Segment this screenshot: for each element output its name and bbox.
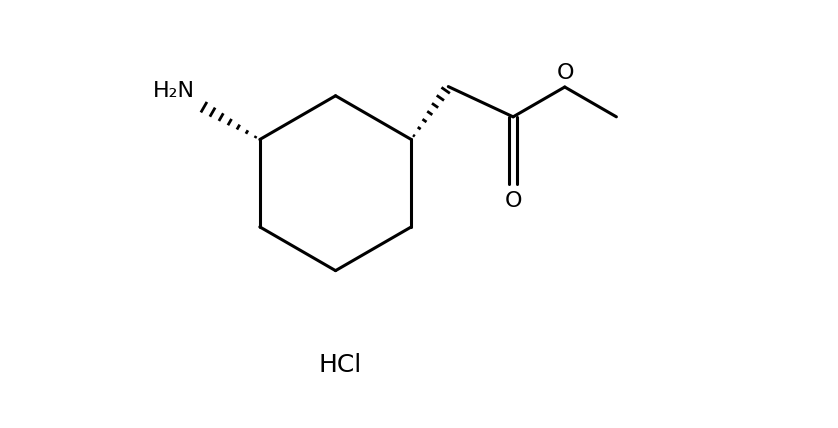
Text: O: O bbox=[557, 63, 575, 83]
Text: O: O bbox=[504, 191, 522, 211]
Text: H₂N: H₂N bbox=[153, 81, 194, 101]
Text: HCl: HCl bbox=[319, 353, 362, 377]
